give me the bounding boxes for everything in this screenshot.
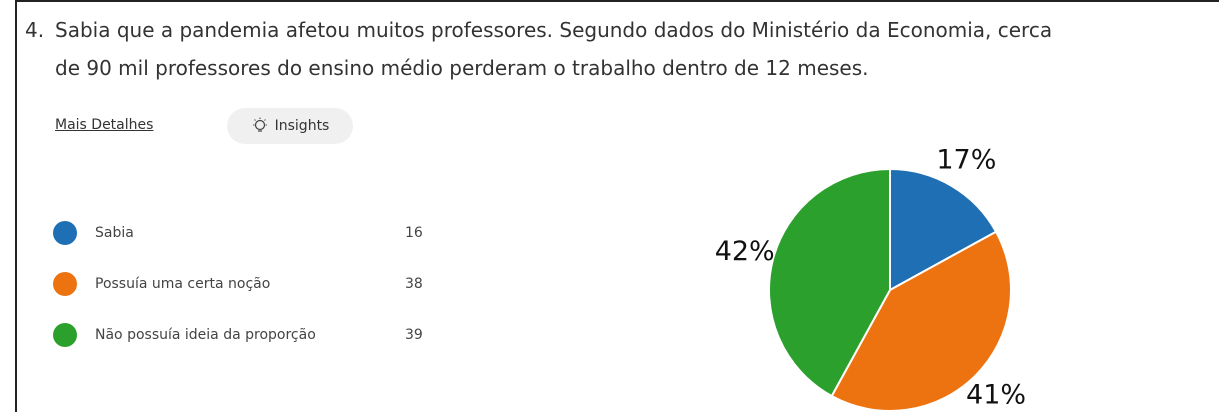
insights-button[interactable]: Insights xyxy=(227,108,353,144)
legend-swatch xyxy=(53,323,77,347)
legend-label: Sabia xyxy=(95,225,134,241)
bulb-icon xyxy=(252,117,267,132)
legend-label: Não possuía ideia da proporção xyxy=(95,327,316,343)
question-number: 4. xyxy=(25,18,45,42)
legend-swatch xyxy=(53,221,77,245)
legend-swatch xyxy=(53,272,77,296)
question-text: Sabia que a pandemia afetou muitos profe… xyxy=(55,18,1053,42)
slice-label: 17% xyxy=(936,144,996,175)
slice-label: 42% xyxy=(715,236,775,267)
question-text: de 90 mil professores do ensino médio pe… xyxy=(55,56,869,80)
pie-slice xyxy=(768,167,891,398)
pie-slice xyxy=(889,167,998,292)
slice-label: 41% xyxy=(966,380,1026,411)
legend-count: 16 xyxy=(405,225,423,241)
legend-count: 39 xyxy=(405,327,423,343)
legend-count: 38 xyxy=(405,276,423,292)
question-card: 4. Sabia que a pandemia afetou muitos pr… xyxy=(15,0,1219,412)
insights-label[interactable]: Insights xyxy=(274,118,330,134)
legend-label: Possuía uma certa noção xyxy=(95,276,270,292)
details-link[interactable]: Mais Detalhes xyxy=(55,117,154,133)
pie-slice xyxy=(830,230,1012,412)
